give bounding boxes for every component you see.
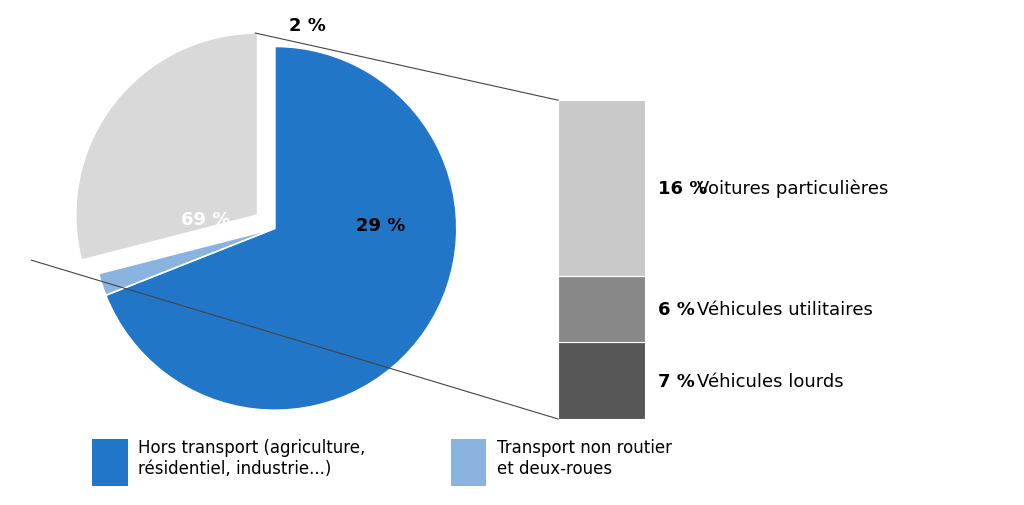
Text: Véhicules utilitaires: Véhicules utilitaires (696, 300, 872, 319)
Bar (558, 342, 645, 419)
Bar (92, 439, 128, 486)
Wedge shape (98, 229, 274, 296)
Bar (451, 439, 486, 486)
Text: 29 %: 29 % (355, 216, 406, 234)
Wedge shape (76, 34, 258, 261)
Text: 7 %: 7 % (658, 372, 695, 390)
Wedge shape (105, 47, 457, 411)
Text: 6 %: 6 % (658, 300, 695, 319)
Text: Voitures particulières: Voitures particulières (696, 180, 888, 198)
Text: Hors transport (agriculture,
résidentiel, industrie...): Hors transport (agriculture, résidentiel… (138, 438, 366, 477)
Text: Véhicules lourds: Véhicules lourds (696, 372, 844, 390)
Bar (558, 101, 645, 277)
Text: 69 %: 69 % (181, 211, 230, 229)
Bar (558, 277, 645, 342)
Text: 16 %: 16 % (658, 180, 708, 198)
Text: 2 %: 2 % (289, 17, 326, 34)
Text: Transport non routier
et deux-roues: Transport non routier et deux-roues (497, 438, 672, 477)
